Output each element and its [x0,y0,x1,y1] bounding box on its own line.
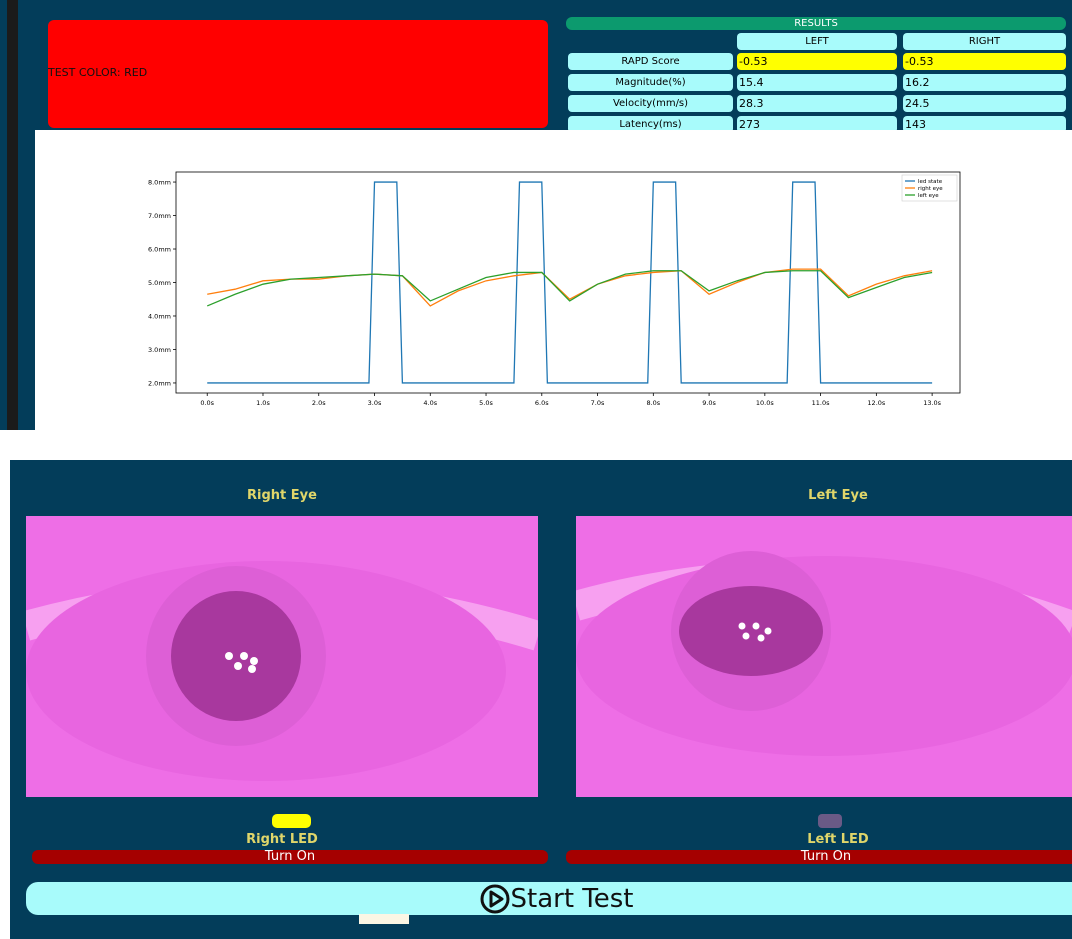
led-button[interactable]: Turn On [32,850,548,864]
x-tick-label: 10.0s [756,399,774,407]
series-line [207,268,933,307]
row-value: -0.53 [903,53,1066,70]
y-tick-label: 7.0mm [148,212,171,220]
led-indicator [272,814,311,828]
column-header: RIGHT [903,33,1066,50]
row-value: 16.2 [903,74,1066,91]
x-tick-label: 9.0s [702,399,716,407]
x-tick-label: 6.0s [535,399,549,407]
x-tick-label: 7.0s [591,399,605,407]
color-box [48,20,548,128]
right-eye-image [26,516,538,797]
x-tick-label: 2.0s [312,399,326,407]
x-tick-label: 11.0s [812,399,830,407]
x-tick-label: 3.0s [368,399,382,407]
series-line [206,270,933,307]
eye-title: Right Eye [247,488,317,503]
led-indicator [818,814,842,828]
results-title: RESULTS [566,17,1066,30]
row-value: 24.5 [903,95,1066,112]
y-tick-label: 5.0mm [148,279,171,287]
y-tick-label: 6.0mm [148,246,171,254]
y-tick-label: 8.0mm [148,179,171,187]
side-bar [7,0,18,430]
led-label: Left LED [807,832,869,847]
row-label: Latency(ms) [568,116,733,133]
column-header: LEFT [737,33,897,50]
led-button[interactable]: Turn On [566,850,1072,864]
row-value: -0.53 [737,53,897,70]
y-tick-label: 2.0mm [148,379,171,387]
row-label: Magnitude(%) [568,74,733,91]
test-color: TEST COLOR: RED [48,66,148,79]
x-tick-label: 13.0s [923,399,941,407]
legend-label: right eye [918,186,943,192]
x-tick-label: 12.0s [867,399,885,407]
led-label: Right LED [246,832,318,847]
y-tick-label: 4.0mm [148,312,171,320]
row-value: 15.4 [737,74,897,91]
row-label: Velocity(mm/s) [568,95,733,112]
x-tick-label: 8.0s [646,399,660,407]
legend-label: led state [918,179,943,185]
chart-bg [35,130,1072,430]
x-tick-label: 4.0s [423,399,437,407]
eye-title: Left Eye [808,488,868,503]
series-line [207,181,933,384]
x-tick-label: 5.0s [479,399,493,407]
start-button[interactable]: Start Test [26,882,1072,915]
row-value: 143 [903,116,1066,133]
y-tick-label: 3.0mm [148,346,171,354]
x-tick-label: 0.0s [200,399,214,407]
chart: 0.0s 1.0s 2.0s 3.0s 4.0s 5.0s 6.0s 7.0s 8.0s 9.0s… [35,130,1072,430]
left-eye-image [576,516,1072,797]
row-label: RAPD Score [568,53,733,70]
row-value: 273 [737,116,897,133]
row-value: 28.3 [737,95,897,112]
x-tick-label: 1.0s [256,399,270,407]
legend-label: left eye [918,193,939,199]
overlay-strip [359,914,409,924]
start-label: Start Test [510,883,634,914]
play-icon [480,884,509,913]
